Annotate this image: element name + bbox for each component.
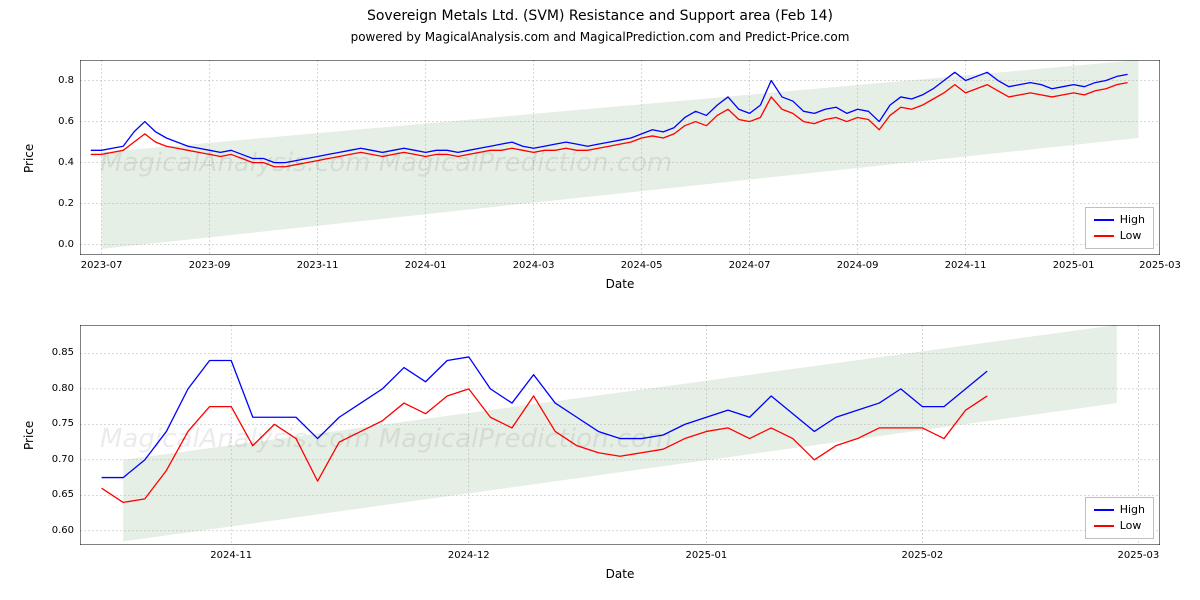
legend-item: Low xyxy=(1094,518,1145,534)
x-axis-label-bottom: Date xyxy=(80,567,1160,581)
price-chart-long-svg xyxy=(80,60,1160,255)
ytick-label: 0.65 xyxy=(34,489,74,500)
ytick-label: 0.6 xyxy=(34,116,74,127)
xtick-label: 2025-03 xyxy=(1132,260,1188,271)
price-chart-long: Price Date HighLow MagicalAnalysis.com M… xyxy=(80,60,1160,255)
xtick-label: 2023-09 xyxy=(182,260,238,271)
xtick-label: 2024-05 xyxy=(614,260,670,271)
support-area xyxy=(123,325,1117,541)
legend-label: High xyxy=(1120,502,1145,518)
chart-title: Sovereign Metals Ltd. (SVM) Resistance a… xyxy=(0,8,1200,24)
price-chart-zoom-svg xyxy=(80,325,1160,545)
legend-bottom: HighLow xyxy=(1085,497,1154,539)
x-axis-label-top: Date xyxy=(80,277,1160,291)
legend-item: High xyxy=(1094,212,1145,228)
ytick-label: 0.85 xyxy=(34,347,74,358)
xtick-label: 2023-07 xyxy=(74,260,130,271)
legend-top: HighLow xyxy=(1085,207,1154,249)
ytick-label: 0.4 xyxy=(34,157,74,168)
support-area xyxy=(102,60,1139,249)
xtick-label: 2025-03 xyxy=(1110,550,1166,561)
legend-item: High xyxy=(1094,502,1145,518)
ytick-label: 0.75 xyxy=(34,418,74,429)
legend-swatch xyxy=(1094,525,1114,527)
ytick-label: 0.0 xyxy=(34,239,74,250)
xtick-label: 2025-01 xyxy=(678,550,734,561)
ytick-label: 0.70 xyxy=(34,454,74,465)
ytick-label: 0.2 xyxy=(34,198,74,209)
legend-label: High xyxy=(1120,212,1145,228)
ytick-label: 0.60 xyxy=(34,525,74,536)
chart-subtitle: powered by MagicalAnalysis.com and Magic… xyxy=(0,30,1200,44)
xtick-label: 2024-11 xyxy=(938,260,994,271)
legend-swatch xyxy=(1094,235,1114,237)
price-chart-zoom: Price Date HighLow MagicalAnalysis.com M… xyxy=(80,325,1160,545)
ytick-label: 0.80 xyxy=(34,383,74,394)
xtick-label: 2025-01 xyxy=(1046,260,1102,271)
xtick-label: 2024-12 xyxy=(441,550,497,561)
legend-label: Low xyxy=(1120,228,1142,244)
legend-label: Low xyxy=(1120,518,1142,534)
xtick-label: 2024-11 xyxy=(203,550,259,561)
legend-item: Low xyxy=(1094,228,1145,244)
xtick-label: 2023-11 xyxy=(290,260,346,271)
xtick-label: 2024-09 xyxy=(830,260,886,271)
ytick-label: 0.8 xyxy=(34,75,74,86)
xtick-label: 2024-01 xyxy=(398,260,454,271)
xtick-label: 2025-02 xyxy=(894,550,950,561)
legend-swatch xyxy=(1094,509,1114,511)
xtick-label: 2024-07 xyxy=(722,260,778,271)
legend-swatch xyxy=(1094,219,1114,221)
xtick-label: 2024-03 xyxy=(506,260,562,271)
